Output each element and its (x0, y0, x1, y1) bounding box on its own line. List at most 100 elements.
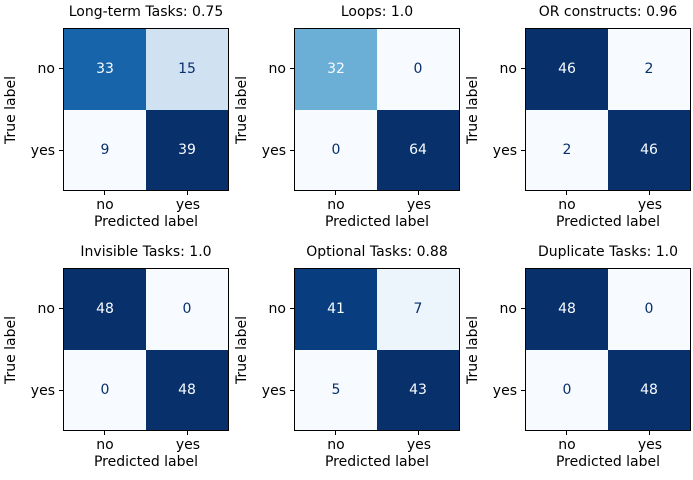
y-tick-mark (59, 68, 63, 69)
x-tick-mark (335, 191, 336, 195)
y-tick-mark (59, 390, 63, 391)
matrix-cell-true-yes-pred-yes: 43 (377, 349, 459, 430)
y-axis-label: True label (3, 315, 19, 385)
x-tick-mark (104, 191, 105, 195)
confusion-matrix: 48 0 0 48 (525, 268, 691, 431)
y-tick-mark (521, 68, 525, 69)
y-tick-label-yes: yes (30, 383, 55, 399)
matrix-cell-true-no-pred-no: 33 (64, 29, 146, 110)
panel-title: OR constructs: 0.96 (538, 4, 678, 20)
matrix-cell-true-yes-pred-no: 5 (295, 349, 377, 430)
matrix-cell-true-no-pred-no: 48 (526, 269, 608, 350)
x-tick-mark (104, 431, 105, 435)
y-axis-label: True label (465, 75, 481, 145)
y-tick-label-no: no (37, 61, 55, 77)
y-tick-label-yes: yes (261, 383, 286, 399)
confusion-matrix: 41 7 5 43 (294, 268, 460, 431)
y-tick-mark (290, 150, 294, 151)
panel-invisible-tasks: Invisible Tasks: 1.0 True label no yes 4… (0, 240, 231, 480)
x-tick-label-no: no (558, 197, 576, 213)
matrix-cell-true-yes-pred-no: 0 (526, 349, 608, 430)
y-tick-mark (290, 390, 294, 391)
panel-optional-tasks: Optional Tasks: 0.88 True label no yes 4… (231, 240, 462, 480)
y-axis-label: True label (234, 315, 250, 385)
matrix-cell-true-no-pred-no: 46 (526, 29, 608, 110)
y-tick-label-no: no (268, 301, 286, 317)
matrix-cell-true-yes-pred-yes: 46 (608, 109, 690, 190)
x-tick-label-yes: yes (175, 437, 201, 453)
x-tick-label-yes: yes (637, 437, 663, 453)
x-tick-label-no: no (96, 437, 114, 453)
panel-or-constructs: OR constructs: 0.96 True label no yes 46… (462, 0, 693, 240)
x-tick-mark (418, 431, 419, 435)
x-tick-label-yes: yes (406, 437, 432, 453)
matrix-cell-true-no-pred-no: 48 (64, 269, 146, 350)
matrix-cell-true-yes-pred-no: 9 (64, 109, 146, 190)
confusion-matrix: 32 0 0 64 (294, 28, 460, 191)
matrix-cell-true-no-pred-yes: 15 (146, 29, 228, 110)
matrix-cell-true-no-pred-yes: 0 (608, 269, 690, 350)
x-tick-mark (566, 191, 567, 195)
panel-title: Loops: 1.0 (340, 4, 414, 20)
y-tick-label-yes: yes (261, 143, 286, 159)
x-tick-label-no: no (558, 437, 576, 453)
y-tick-mark (521, 150, 525, 151)
y-tick-mark (59, 150, 63, 151)
panel-title: Duplicate Tasks: 1.0 (537, 244, 679, 260)
confusion-matrix: 48 0 0 48 (63, 268, 229, 431)
y-axis-label: True label (234, 75, 250, 145)
y-tick-label-yes: yes (492, 383, 517, 399)
x-axis-label: Predicted label (555, 214, 661, 230)
y-tick-label-no: no (37, 301, 55, 317)
matrix-cell-true-yes-pred-yes: 64 (377, 109, 459, 190)
x-tick-label-yes: yes (175, 197, 201, 213)
x-tick-mark (187, 191, 188, 195)
x-axis-label: Predicted label (93, 214, 199, 230)
y-axis-label: True label (3, 75, 19, 145)
y-tick-mark (290, 308, 294, 309)
matrix-cell-true-no-pred-yes: 7 (377, 269, 459, 350)
matrix-cell-true-no-pred-no: 32 (295, 29, 377, 110)
matrix-cell-true-yes-pred-yes: 48 (608, 349, 690, 430)
y-tick-mark (521, 308, 525, 309)
x-tick-label-yes: yes (637, 197, 663, 213)
x-tick-label-no: no (327, 437, 345, 453)
matrix-cell-true-yes-pred-yes: 39 (146, 109, 228, 190)
panel-title: Invisible Tasks: 1.0 (80, 244, 212, 260)
matrix-cell-true-yes-pred-no: 0 (64, 349, 146, 430)
y-tick-mark (521, 390, 525, 391)
y-tick-mark (59, 308, 63, 309)
x-tick-mark (335, 431, 336, 435)
panel-long-term-tasks: Long-term Tasks: 0.75 True label no yes … (0, 0, 231, 240)
y-tick-label-yes: yes (30, 143, 55, 159)
x-tick-label-yes: yes (406, 197, 432, 213)
matrix-cell-true-no-pred-yes: 0 (146, 269, 228, 350)
y-tick-mark (290, 68, 294, 69)
matrix-cell-true-no-pred-yes: 0 (377, 29, 459, 110)
x-axis-label: Predicted label (93, 454, 199, 470)
confusion-matrix: 33 15 9 39 (63, 28, 229, 191)
x-axis-label: Predicted label (555, 454, 661, 470)
matrix-cell-true-yes-pred-no: 0 (295, 109, 377, 190)
x-tick-mark (566, 431, 567, 435)
y-tick-label-no: no (499, 301, 517, 317)
panel-title: Long-term Tasks: 0.75 (68, 4, 224, 20)
x-axis-label: Predicted label (324, 454, 430, 470)
panel-title: Optional Tasks: 0.88 (306, 244, 448, 260)
y-tick-label-no: no (499, 61, 517, 77)
y-axis-label: True label (465, 315, 481, 385)
panel-duplicate-tasks: Duplicate Tasks: 1.0 True label no yes 4… (462, 240, 693, 480)
x-tick-label-no: no (96, 197, 114, 213)
x-tick-mark (418, 191, 419, 195)
y-tick-label-no: no (268, 61, 286, 77)
y-tick-label-yes: yes (492, 143, 517, 159)
matrix-cell-true-yes-pred-yes: 48 (146, 349, 228, 430)
panel-loops: Loops: 1.0 True label no yes 32 0 0 64 n… (231, 0, 462, 240)
x-axis-label: Predicted label (324, 214, 430, 230)
x-tick-mark (649, 191, 650, 195)
matrix-cell-true-no-pred-yes: 2 (608, 29, 690, 110)
matrix-cell-true-no-pred-no: 41 (295, 269, 377, 350)
matrix-cell-true-yes-pred-no: 2 (526, 109, 608, 190)
x-tick-label-no: no (327, 197, 345, 213)
